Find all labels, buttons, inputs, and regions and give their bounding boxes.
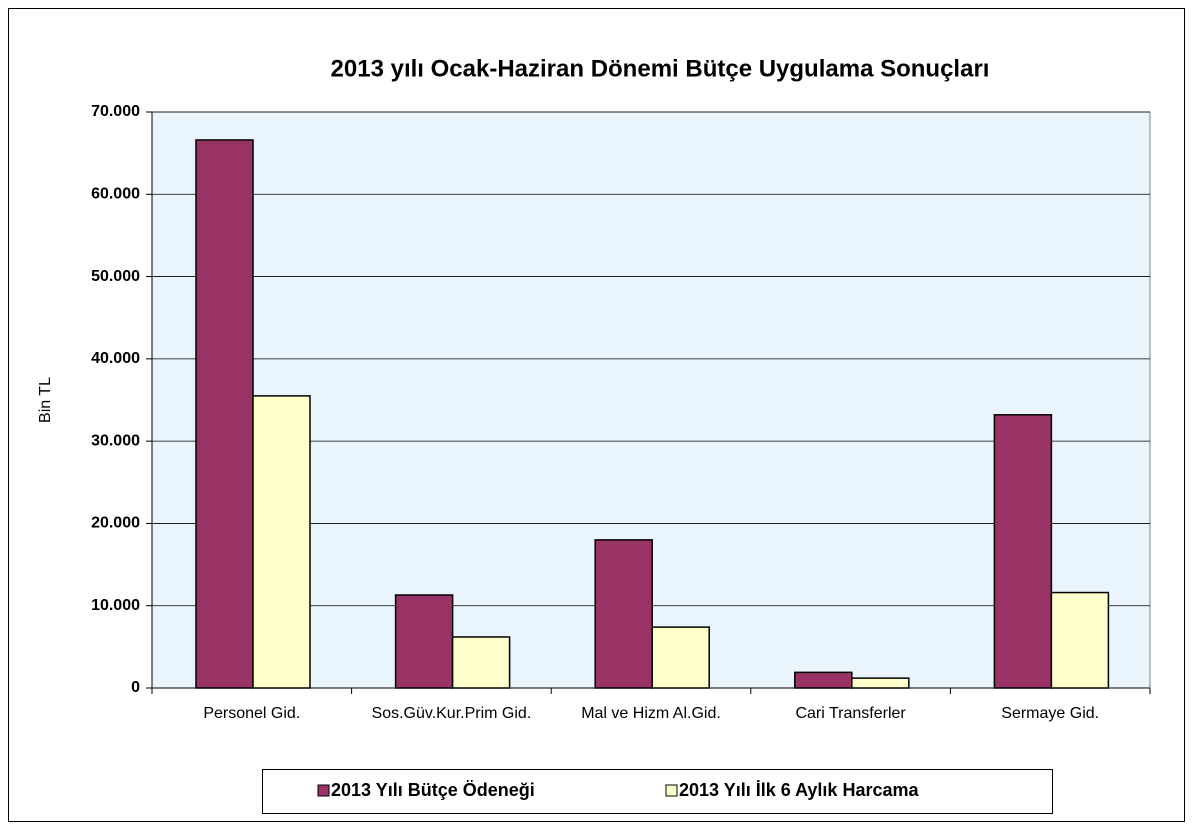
bar — [394, 594, 454, 689]
chart-title: 2013 yılı Ocak-Haziran Dönemi Bütçe Uygu… — [331, 55, 990, 82]
y-tick-label: 50.000 — [91, 268, 140, 285]
legend-label: 2013 Yılı İlk 6 Aylık Harcama — [679, 780, 919, 800]
legend-box — [262, 769, 1053, 814]
x-tick-label: Sos.Güv.Kur.Prim Gid. — [371, 705, 532, 722]
y-tick-label: 0 — [131, 679, 140, 696]
x-tick-label: Cari Transferler — [795, 705, 906, 722]
legend-label: 2013 Yılı Bütçe Ödeneği — [331, 780, 535, 800]
bar — [651, 626, 710, 689]
bar — [851, 677, 910, 689]
bar — [195, 139, 254, 689]
bar — [252, 395, 311, 689]
bar — [993, 414, 1053, 689]
bar — [794, 671, 853, 689]
y-tick-label: 20.000 — [91, 515, 140, 532]
y-tick-label: 10.000 — [91, 597, 140, 614]
x-tick-label: Mal ve Hizm Al.Gid. — [581, 705, 721, 722]
x-tick-label: Personel Gid. — [203, 705, 301, 722]
legend-swatch — [317, 784, 330, 797]
legend-swatch — [665, 784, 678, 797]
y-tick-label: 40.000 — [91, 350, 140, 367]
bar — [1050, 591, 1110, 689]
x-tick-label: Sermaye Gid. — [1001, 705, 1100, 722]
bar — [451, 636, 511, 689]
y-axis-label: Bin TL — [37, 377, 54, 423]
y-tick-label: 70.000 — [91, 103, 140, 120]
bar — [594, 539, 653, 689]
y-tick-label: 30.000 — [91, 432, 140, 449]
y-tick-label: 60.000 — [91, 186, 140, 203]
